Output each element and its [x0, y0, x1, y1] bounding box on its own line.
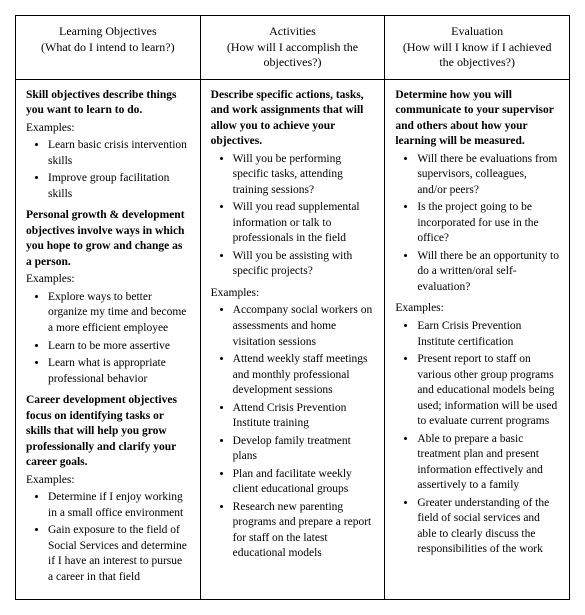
list-item: Plan and facilitate weekly client educat… — [233, 467, 375, 498]
list-item: Will you be performing specific tasks, a… — [233, 152, 375, 199]
skill-obj-list: Learn basic crisis intervention skills I… — [26, 138, 190, 202]
activities-examples-list: Accompany social workers on assessments … — [211, 303, 375, 561]
list-item: Learn what is appropriate professional b… — [48, 356, 190, 387]
skill-obj-heading: Skill objectives describe things you wan… — [26, 88, 190, 119]
career-dev-heading: Career development objectives focus on i… — [26, 393, 190, 471]
list-item: Will you be assisting with specific proj… — [233, 249, 375, 280]
list-item: Develop family treatment plans — [233, 434, 375, 465]
activities-questions-list: Will you be performing specific tasks, a… — [211, 152, 375, 280]
header-title: Activities — [269, 24, 316, 38]
list-item: Present report to staff on various other… — [417, 352, 559, 430]
list-item: Able to prepare a basic treatment plan a… — [417, 432, 559, 494]
list-item: Greater understanding of the field of so… — [417, 496, 559, 558]
list-item: Gain exposure to the field of Social Ser… — [48, 523, 190, 585]
list-item: Attend weekly staff meetings and monthly… — [233, 352, 375, 399]
cell-activities: Describe specific actions, tasks, and wo… — [200, 79, 385, 599]
evaluation-questions-list: Will there be evaluations from superviso… — [395, 152, 559, 296]
list-item: Improve group facilitation skills — [48, 171, 190, 202]
evaluation-heading: Determine how you will communicate to yo… — [395, 88, 559, 150]
header-sub: (How will I know if I achieved the objec… — [403, 40, 552, 70]
list-item: Learn basic crisis intervention skills — [48, 138, 190, 169]
list-item: Explore ways to better organize my time … — [48, 290, 190, 337]
examples-label: Examples: — [26, 473, 190, 489]
list-item: Earn Crisis Prevention Institute certifi… — [417, 319, 559, 350]
col-header-activities: Activities (How will I accomplish the ob… — [200, 16, 385, 80]
list-item: Will there be an opportunity to do a wri… — [417, 249, 559, 296]
col-header-learning: Learning Objectives (What do I intend to… — [16, 16, 201, 80]
career-dev-list: Determine if I enjoy working in a small … — [26, 490, 190, 585]
activities-heading: Describe specific actions, tasks, and wo… — [211, 88, 375, 150]
header-title: Evaluation — [451, 24, 503, 38]
list-item: Research new parenting programs and prep… — [233, 500, 375, 562]
list-item: Learn to be more assertive — [48, 339, 190, 355]
objectives-table: Learning Objectives (What do I intend to… — [15, 15, 570, 600]
cell-evaluation: Determine how you will communicate to yo… — [385, 79, 570, 599]
list-item: Will you read supplemental information o… — [233, 200, 375, 247]
list-item: Is the project going to be incorporated … — [417, 200, 559, 247]
list-item: Determine if I enjoy working in a small … — [48, 490, 190, 521]
col-header-evaluation: Evaluation (How will I know if I achieve… — [385, 16, 570, 80]
header-title: Learning Objectives — [59, 24, 157, 38]
list-item: Attend Crisis Prevention Institute train… — [233, 401, 375, 432]
cell-learning-objectives: Skill objectives describe things you wan… — [16, 79, 201, 599]
personal-growth-heading: Personal growth & development objectives… — [26, 208, 190, 270]
header-sub: (How will I accomplish the objectives?) — [227, 40, 358, 70]
examples-label: Examples: — [26, 272, 190, 288]
personal-growth-list: Explore ways to better organize my time … — [26, 290, 190, 387]
examples-label: Examples: — [395, 301, 559, 317]
examples-label: Examples: — [26, 121, 190, 137]
list-item: Will there be evaluations from superviso… — [417, 152, 559, 199]
evaluation-examples-list: Earn Crisis Prevention Institute certifi… — [395, 319, 559, 558]
header-sub: (What do I intend to learn?) — [41, 40, 175, 54]
list-item: Accompany social workers on assessments … — [233, 303, 375, 350]
examples-label: Examples: — [211, 286, 375, 302]
